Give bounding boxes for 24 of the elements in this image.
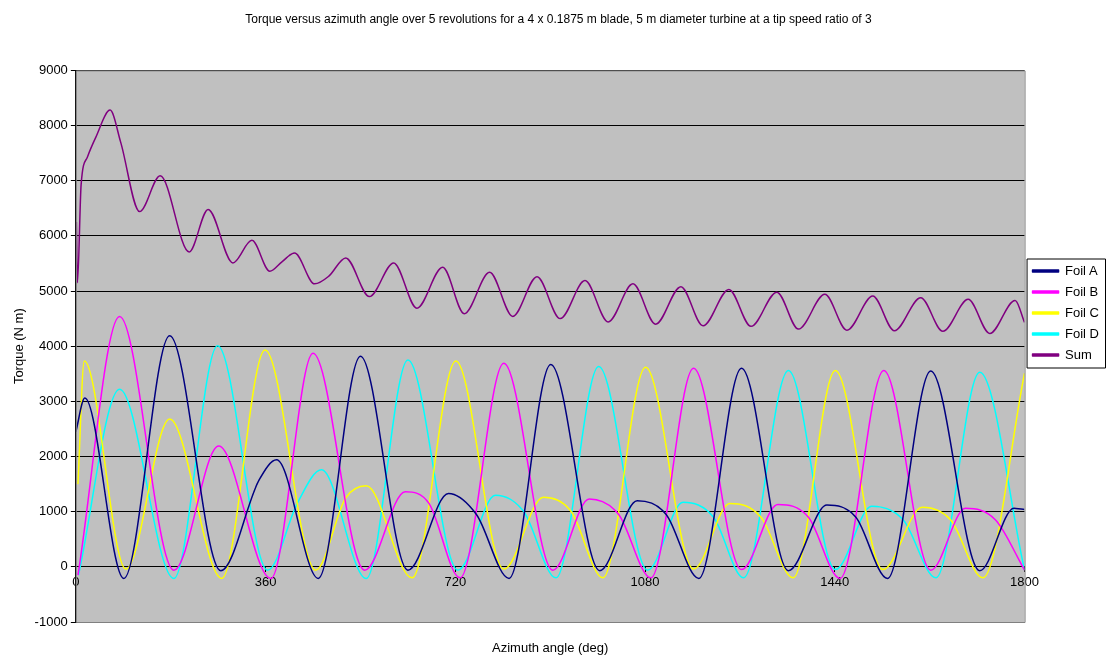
y-tick-label: 3000 — [38, 392, 68, 408]
y-axis-title: Torque (N m) — [11, 308, 27, 385]
y-tick-label: -1000 — [34, 613, 68, 629]
y-tick-label: 2000 — [38, 448, 68, 464]
x-tick-label: 360 — [254, 574, 277, 590]
legend-label: Foil A — [1065, 262, 1098, 278]
y-tick-label: 9000 — [38, 61, 68, 77]
legend-label: Sum — [1065, 346, 1092, 362]
x-tick-label: 1080 — [630, 574, 660, 590]
x-tick-label: 1440 — [820, 574, 850, 590]
legend-label: Foil C — [1065, 304, 1100, 320]
legend-label: Foil D — [1065, 325, 1100, 341]
y-tick-label: 7000 — [38, 172, 68, 188]
y-tick-label: 8000 — [38, 117, 68, 133]
x-tick-label: 720 — [444, 574, 467, 590]
y-tick-label: 6000 — [38, 227, 68, 243]
x-axis-title: Azimuth angle (deg) — [492, 639, 609, 655]
legend-label: Foil B — [1065, 283, 1099, 299]
chart-title: Torque versus azimuth angle over 5 revolutions for a 4 x 0.1875 m blade, 5 m diameter turbine at a tip speed ratio of 3 — [245, 11, 872, 26]
y-tick-label: 5000 — [38, 282, 68, 298]
y-tick-label: 0 — [60, 558, 68, 574]
y-tick-label: 4000 — [38, 337, 68, 353]
y-tick-label: 1000 — [38, 503, 68, 519]
x-tick-label: 1800 — [1010, 574, 1040, 590]
